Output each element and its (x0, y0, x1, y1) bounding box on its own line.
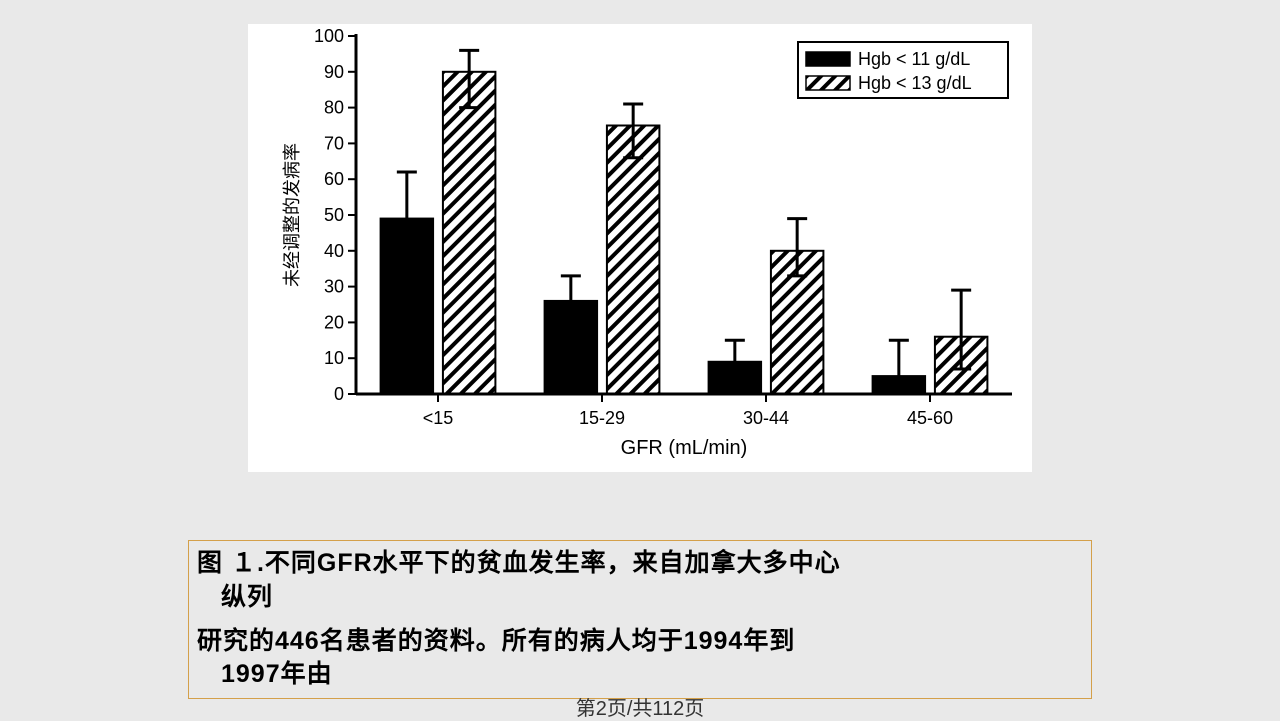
chart-container: 0 10 20 30 40 50 60 70 80 90 100 未经调整的发病率 <15 15-29 30… (248, 24, 1032, 472)
svg-text:Hgb < 13 g/dL: Hgb < 13 g/dL (858, 73, 972, 93)
svg-text:15-29: 15-29 (579, 408, 625, 428)
svg-text:GFR (mL/min): GFR (mL/min) (621, 437, 748, 459)
svg-text:70: 70 (324, 133, 344, 153)
svg-text:45-60: 45-60 (907, 408, 953, 428)
svg-text:80: 80 (324, 98, 344, 118)
svg-text:Hgb < 11 g/dL: Hgb < 11 g/dL (858, 49, 970, 69)
svg-text:<15: <15 (423, 408, 454, 428)
caption-line-1b: 纵列 (197, 581, 1083, 615)
svg-text:40: 40 (324, 241, 344, 261)
svg-text:0: 0 (334, 384, 344, 404)
caption-line-2a: 研究的446名患者的资料。所有的病人均于1994年到 (197, 625, 1083, 659)
svg-text:60: 60 (324, 169, 344, 189)
svg-text:100: 100 (314, 26, 344, 46)
svg-text:50: 50 (324, 205, 344, 225)
svg-text:未经调整的发病率: 未经调整的发病率 (282, 143, 302, 287)
svg-text:30-44: 30-44 (743, 408, 789, 428)
page-indicator: 第2页/共112页 (0, 692, 1280, 721)
caption-line-2b: 1997年由 (197, 658, 1083, 692)
svg-text:10: 10 (324, 348, 344, 368)
svg-text:30: 30 (324, 277, 344, 297)
bar-chart: 0 10 20 30 40 50 60 70 80 90 100 未经调整的发病率 <15 15-29 30… (248, 24, 1032, 472)
svg-text:20: 20 (324, 312, 344, 332)
figure-caption: 图 １.不同GFR水平下的贫血发生率，来自加拿大多中心 纵列 研究的446名患者… (188, 540, 1092, 699)
caption-line-1a: 图 １.不同GFR水平下的贫血发生率，来自加拿大多中心 (197, 547, 1083, 581)
svg-text:90: 90 (324, 62, 344, 82)
